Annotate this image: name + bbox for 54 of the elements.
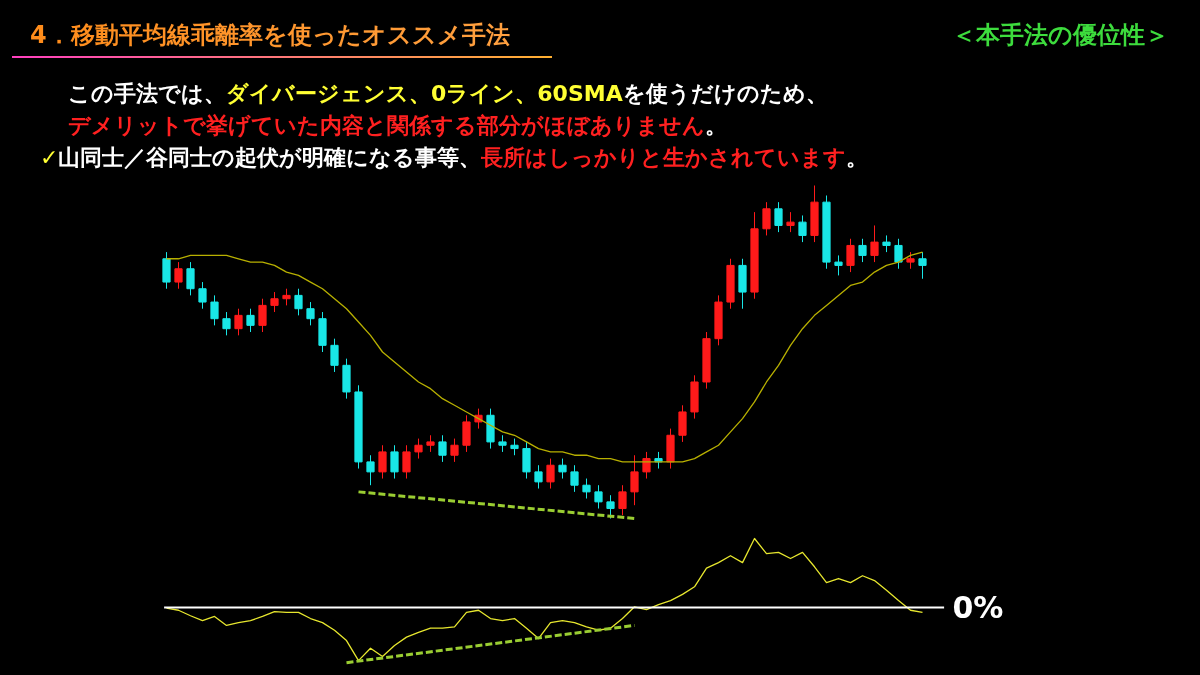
ref-line-label: 0%	[952, 589, 1004, 625]
candlestick	[582, 478, 591, 500]
candlestick	[210, 294, 219, 326]
candlestick	[522, 441, 531, 480]
text: 。	[705, 113, 727, 138]
candlestick	[546, 458, 555, 490]
candlestick	[366, 454, 375, 486]
candlestick	[258, 298, 267, 333]
candlestick	[606, 494, 615, 520]
candlestick	[330, 338, 339, 373]
candlestick	[894, 238, 903, 270]
text: を使うだけのため、	[622, 81, 828, 106]
candlestick	[222, 311, 231, 336]
candlestick	[462, 414, 471, 453]
chart-title: 4．移動平均線乖離率を使ったオススメ手法	[30, 18, 510, 53]
candlestick	[438, 434, 447, 463]
candlestick	[798, 214, 807, 243]
text: 長所はしっかりと生かされています	[481, 145, 847, 170]
text: 山同士／谷同士の起伏が明確になる事等、	[58, 145, 482, 170]
candlestick	[534, 464, 543, 490]
candlestick	[390, 444, 399, 480]
candlestick	[246, 308, 255, 333]
text: ダイバージェンス、0ライン、60SMA	[226, 81, 623, 106]
candlestick	[678, 404, 687, 443]
candlestick	[846, 238, 855, 273]
text: ✓	[40, 145, 59, 170]
candlestick	[198, 281, 207, 310]
candlestick	[174, 261, 183, 290]
candlestick	[450, 438, 459, 463]
candlestick	[186, 261, 195, 296]
candlestick	[162, 251, 171, 290]
candlestick	[786, 211, 795, 233]
candlestick	[402, 444, 411, 480]
candlestick	[870, 224, 879, 263]
candlestick	[774, 201, 783, 233]
text: この手法では、	[68, 81, 226, 106]
candlestick	[294, 288, 303, 316]
text: 。	[846, 145, 869, 170]
candlestick	[762, 201, 771, 236]
candlestick	[618, 484, 627, 516]
candlestick	[414, 438, 423, 460]
text: ＜本手法の優位性＞	[952, 21, 1169, 49]
candlestick	[858, 238, 867, 263]
candlestick	[234, 308, 243, 336]
candlestick	[570, 464, 579, 493]
text: デメリットで挙げていた内容と関係する部分がほぼありません	[68, 113, 705, 138]
candlestick	[378, 444, 387, 480]
candlestick	[834, 254, 843, 276]
candlestick	[594, 484, 603, 510]
candlestick	[306, 301, 315, 326]
candlestick	[558, 458, 567, 480]
candlestick	[918, 251, 927, 280]
candlestick	[270, 291, 279, 313]
candlestick	[630, 454, 639, 506]
